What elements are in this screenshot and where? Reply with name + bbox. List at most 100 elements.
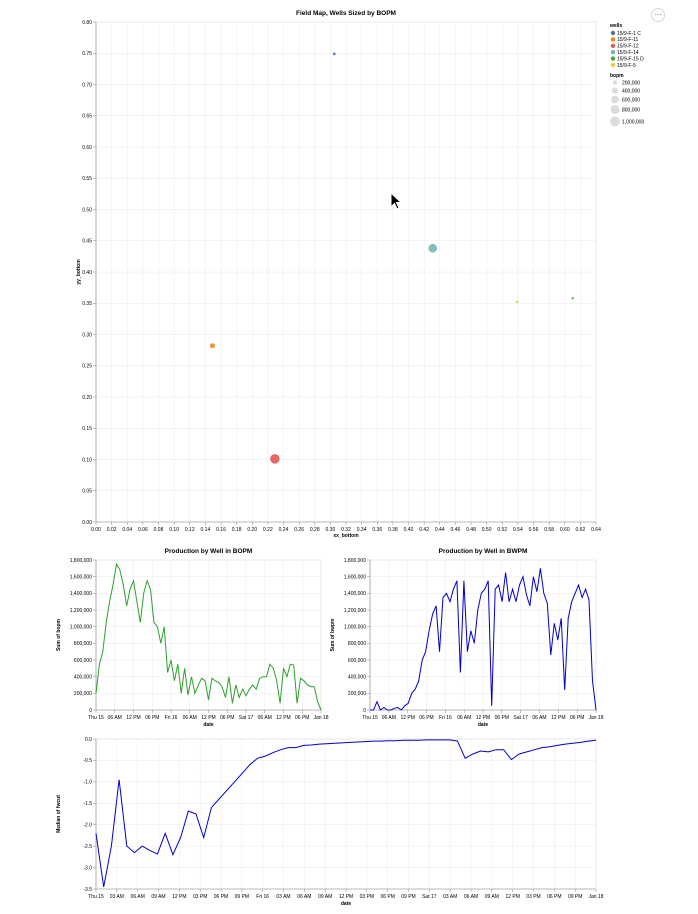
x-tick-label: 06 PM bbox=[145, 715, 159, 721]
y-tick-label: 1,600,000 bbox=[344, 574, 366, 580]
legend-size-label: 400,000 bbox=[622, 88, 640, 94]
y-tick-label: 400,000 bbox=[348, 674, 366, 680]
x-tick-label: Fri 16 bbox=[256, 894, 269, 900]
chart-actions-menu-button[interactable]: ⋯ bbox=[651, 8, 665, 22]
y-tick-label: 0.00 bbox=[82, 520, 92, 526]
x-tick-label: 03 AM bbox=[443, 894, 457, 900]
x-tick-label: 12 PM bbox=[476, 715, 490, 721]
y-tick-label: 0.70 bbox=[82, 82, 92, 88]
y-tick-label: -2.0 bbox=[83, 823, 92, 829]
scatter-chart: 0.00 0.05 0.10 0.15 0.20 0.25 0.30 0.35 0.40 0.45… bbox=[76, 10, 601, 539]
y-axis-title: yy_bottom bbox=[76, 259, 82, 285]
x-tick-label: 06 PM bbox=[495, 715, 509, 721]
x-tick-label: 0.50 bbox=[482, 527, 492, 533]
x-tick-label: Thu 15 bbox=[362, 715, 378, 721]
bwpm-line-chart: 0 200,000 400,000 600,000 800,000 1,000,000 1,… bbox=[330, 548, 604, 728]
legend-label: 15/9-F-5 bbox=[617, 63, 636, 69]
legend-title-bopm: bopm bbox=[610, 73, 624, 79]
y-tick-label: -1.5 bbox=[83, 801, 92, 807]
series-line bbox=[95, 562, 322, 711]
x-tick-label: 09 PM bbox=[235, 894, 249, 900]
x-tick-label: 0.34 bbox=[357, 527, 367, 533]
x-tick-label: Thu 15 bbox=[88, 894, 104, 900]
x-tick-label: 06 AM bbox=[457, 715, 471, 721]
x-tick-label: 0.30 bbox=[326, 527, 336, 533]
legend-size-symbol bbox=[611, 87, 619, 94]
x-axis-title: xx_bottom bbox=[333, 533, 359, 539]
x-tick-label: 06 AM bbox=[382, 715, 396, 721]
x-tick-label: 06 PM bbox=[214, 894, 228, 900]
scatter-point bbox=[332, 52, 336, 56]
mouse-cursor-icon bbox=[390, 192, 402, 210]
x-tick-label: Sat 17 bbox=[239, 715, 254, 721]
legend-label: 15/9-F-14 bbox=[617, 50, 639, 56]
chart-title: Production by Well in BOPM bbox=[165, 548, 253, 555]
x-tick-label: 06 AM bbox=[183, 715, 197, 721]
y-tick-label: 0.55 bbox=[82, 176, 92, 182]
y-tick-label: 0.65 bbox=[82, 114, 92, 120]
x-tick-label: 09 AM bbox=[318, 894, 332, 900]
x-tick-label: 12 PM bbox=[201, 715, 215, 721]
fwcut-line-chart: -3.5 -3.0 -2.5 -2.0 -1.5 -1.0 -0.5 0.0 Thu 15 03 … bbox=[56, 737, 604, 907]
x-tick-label: 0.14 bbox=[201, 527, 211, 533]
chart-title: Field Map, Wells Sized by BOPM bbox=[296, 10, 396, 17]
x-tick-label: Jan 18 bbox=[313, 715, 328, 721]
legend-size-symbol bbox=[611, 95, 619, 104]
y-tick-label: 0.15 bbox=[82, 426, 92, 432]
bopm-line-chart: 0 200,000 400,000 600,000 800,000 1,000,000 1,… bbox=[56, 548, 329, 728]
legend-size-label: 600,000 bbox=[622, 97, 640, 103]
x-tick-label: 06 AM bbox=[297, 894, 311, 900]
x-tick-label: 0.32 bbox=[341, 527, 351, 533]
x-tick-label: 06 PM bbox=[220, 715, 234, 721]
legend-size-symbol bbox=[610, 116, 620, 127]
x-tick-label: 0.04 bbox=[122, 527, 132, 533]
y-tick-label: 1,600,000 bbox=[70, 574, 92, 580]
scatter-point bbox=[428, 243, 438, 253]
x-tick-label: 0.02 bbox=[107, 527, 117, 533]
x-tick-label: 06 AM bbox=[532, 715, 546, 721]
y-tick-label: -1.0 bbox=[83, 780, 92, 786]
series-line bbox=[95, 739, 597, 887]
x-tick-label: 0.28 bbox=[310, 527, 320, 533]
legend-label: 15/9-F-1 C bbox=[617, 31, 641, 37]
y-tick-label: 1,400,000 bbox=[70, 591, 92, 597]
y-tick-label: 0.10 bbox=[82, 457, 92, 463]
scatter-point bbox=[515, 300, 519, 304]
legend-symbol bbox=[610, 50, 616, 55]
x-tick-label: 0.58 bbox=[544, 527, 554, 533]
legend-label: 15/9-F-11 bbox=[617, 37, 639, 43]
x-tick-label: 0.24 bbox=[279, 527, 289, 533]
x-tick-label: Thu 15 bbox=[88, 715, 104, 721]
legend-label: 15/9-F-15 D bbox=[617, 56, 644, 62]
x-tick-label: 12 PM bbox=[172, 894, 186, 900]
y-tick-label: 0.35 bbox=[82, 301, 92, 307]
series-line bbox=[370, 568, 597, 711]
y-tick-label: 800,000 bbox=[348, 641, 366, 647]
x-tick-label: Sat 17 bbox=[422, 894, 437, 900]
y-tick-label: 1,800,000 bbox=[70, 558, 92, 564]
x-tick-label: 03 AM bbox=[110, 894, 124, 900]
x-tick-label: 03 PM bbox=[193, 894, 207, 900]
x-axis-title: date bbox=[478, 722, 489, 728]
legend-symbol bbox=[610, 37, 616, 42]
y-tick-label: 0.45 bbox=[82, 239, 92, 245]
x-tick-label: 0.18 bbox=[232, 527, 242, 533]
y-tick-label: 1,400,000 bbox=[344, 591, 366, 597]
y-tick-label: 0.60 bbox=[82, 145, 92, 151]
x-tick-label: Fri 16 bbox=[165, 715, 178, 721]
x-tick-label: 03 AM bbox=[276, 894, 290, 900]
x-tick-label: 0.46 bbox=[451, 527, 461, 533]
x-tick-label: 0.00 bbox=[91, 527, 101, 533]
x-tick-label: 0.36 bbox=[372, 527, 382, 533]
x-tick-label: 0.38 bbox=[388, 527, 398, 533]
y-tick-label: 0.80 bbox=[82, 20, 92, 26]
x-tick-label: 06 PM bbox=[419, 715, 433, 721]
x-tick-label: 0.10 bbox=[169, 527, 179, 533]
y-tick-label: 1,200,000 bbox=[70, 608, 92, 614]
x-axis-title: date bbox=[341, 901, 352, 907]
y-tick-label: 0.25 bbox=[82, 364, 92, 370]
y-tick-label: -3.0 bbox=[83, 865, 92, 871]
y-tick-label: 0 bbox=[363, 708, 366, 714]
x-tick-label: 0.48 bbox=[466, 527, 476, 533]
